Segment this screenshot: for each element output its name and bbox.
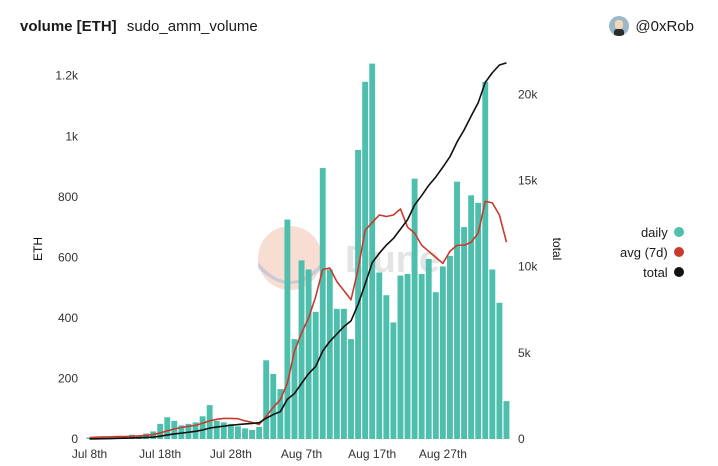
bar-daily[interactable] xyxy=(185,423,192,439)
bar-daily[interactable] xyxy=(468,195,475,439)
legend-item-avg-7d[interactable]: avg (7d) xyxy=(620,242,684,262)
bar-daily[interactable] xyxy=(355,149,361,439)
bar-daily[interactable] xyxy=(341,308,347,439)
bar-daily[interactable] xyxy=(404,274,411,439)
bar-daily[interactable] xyxy=(100,436,107,439)
bar-daily[interactable] xyxy=(432,292,439,439)
avatar xyxy=(609,16,630,36)
bar-daily[interactable] xyxy=(369,63,376,439)
bar-daily[interactable] xyxy=(362,81,369,440)
x-tick-label: Jul 18th xyxy=(139,447,181,461)
y-left-tick-label: 0 xyxy=(71,432,78,446)
legend-label-daily: daily xyxy=(640,224,668,240)
bar-daily[interactable] xyxy=(291,339,298,439)
bar-daily[interactable] xyxy=(411,178,418,439)
y-left-tick-label: 800 xyxy=(58,190,78,204)
bar-daily[interactable] xyxy=(461,227,467,439)
bar-daily[interactable] xyxy=(206,405,213,439)
bar-daily[interactable] xyxy=(305,269,312,439)
bar-daily[interactable] xyxy=(171,420,178,439)
bar-daily[interactable] xyxy=(263,360,270,439)
bar-daily[interactable] xyxy=(284,219,291,439)
bar-daily[interactable] xyxy=(157,423,164,439)
bar-daily[interactable] xyxy=(235,426,241,439)
bar-daily[interactable] xyxy=(178,425,185,439)
x-tick-label: Aug 17th xyxy=(348,447,396,461)
bar-daily[interactable] xyxy=(319,168,326,439)
legend-item-daily[interactable]: daily xyxy=(620,222,684,242)
bar-daily[interactable] xyxy=(475,202,482,439)
bar-daily[interactable] xyxy=(390,322,397,439)
bar-daily[interactable] xyxy=(227,423,234,439)
bar-daily[interactable] xyxy=(503,401,510,439)
y-left-tick-label: 1.2k xyxy=(55,69,79,83)
y-right-tick-label: 5k xyxy=(518,346,532,360)
query-name: sudo_amm_volume xyxy=(126,18,258,35)
bar-daily[interactable] xyxy=(312,311,319,439)
bar-daily[interactable] xyxy=(383,295,390,439)
bar-daily[interactable] xyxy=(298,260,305,439)
bar-daily[interactable] xyxy=(143,433,149,439)
y-right-tick-label: 15k xyxy=(518,174,538,188)
x-tick-label: Aug 7th xyxy=(281,447,322,461)
bar-daily[interactable] xyxy=(249,429,255,439)
y-left-tick-label: 1k xyxy=(65,129,79,143)
y-left-axis-label: ETH xyxy=(31,237,45,261)
bar-daily[interactable] xyxy=(447,255,453,439)
y-right-tick-label: 10k xyxy=(518,260,538,274)
bar-daily[interactable] xyxy=(439,266,446,439)
bar-daily[interactable] xyxy=(333,308,340,439)
chart-header: volume [ETH] sudo_amm_volume xyxy=(20,18,258,35)
chart-title: volume [ETH] xyxy=(20,18,117,35)
bar-daily[interactable] xyxy=(277,389,284,439)
y-left-tick-label: 600 xyxy=(58,250,78,264)
bar-daily[interactable] xyxy=(164,417,171,439)
bar-daily[interactable] xyxy=(482,81,489,440)
x-tick-label: Jul 8th xyxy=(72,447,107,461)
y-right-tick-label: 20k xyxy=(518,87,538,101)
bar-daily[interactable] xyxy=(418,274,425,439)
legend: daily avg (7d) total xyxy=(620,222,684,282)
bar-daily[interactable] xyxy=(242,428,248,439)
y-left-tick-label: 200 xyxy=(58,371,78,385)
bar-daily[interactable] xyxy=(199,416,206,439)
user-profile-link[interactable]: @0xRob xyxy=(609,16,694,36)
bar-daily[interactable] xyxy=(348,339,354,439)
line-total[interactable] xyxy=(89,62,507,440)
legend-dot-avg-7d xyxy=(673,247,684,257)
x-tick-label: Aug 27th xyxy=(419,447,467,461)
y-right-axis-label: total xyxy=(550,238,564,261)
bar-daily[interactable] xyxy=(376,272,383,439)
bar-daily[interactable] xyxy=(425,258,432,439)
legend-dot-total xyxy=(673,267,684,277)
bar-daily[interactable] xyxy=(326,269,333,439)
line-avg-7d[interactable] xyxy=(89,200,508,439)
bar-daily[interactable] xyxy=(114,435,121,439)
bar-daily[interactable] xyxy=(496,302,503,439)
username: @0xRob xyxy=(635,17,694,35)
x-tick-label: Jul 28th xyxy=(210,447,252,461)
legend-dot-daily xyxy=(673,227,684,237)
legend-item-total[interactable]: total xyxy=(620,262,684,282)
y-right-tick-label: 0 xyxy=(518,432,525,446)
legend-label-avg-7d: avg (7d) xyxy=(620,244,668,260)
bar-daily[interactable] xyxy=(397,275,404,439)
bar-daily[interactable] xyxy=(213,420,220,439)
y-left-tick-label: 400 xyxy=(58,311,78,325)
bar-daily[interactable] xyxy=(256,426,263,439)
bar-daily[interactable] xyxy=(454,181,460,439)
bar-daily[interactable] xyxy=(489,269,496,439)
legend-label-total: total xyxy=(643,264,668,280)
bar-daily[interactable] xyxy=(220,422,227,439)
